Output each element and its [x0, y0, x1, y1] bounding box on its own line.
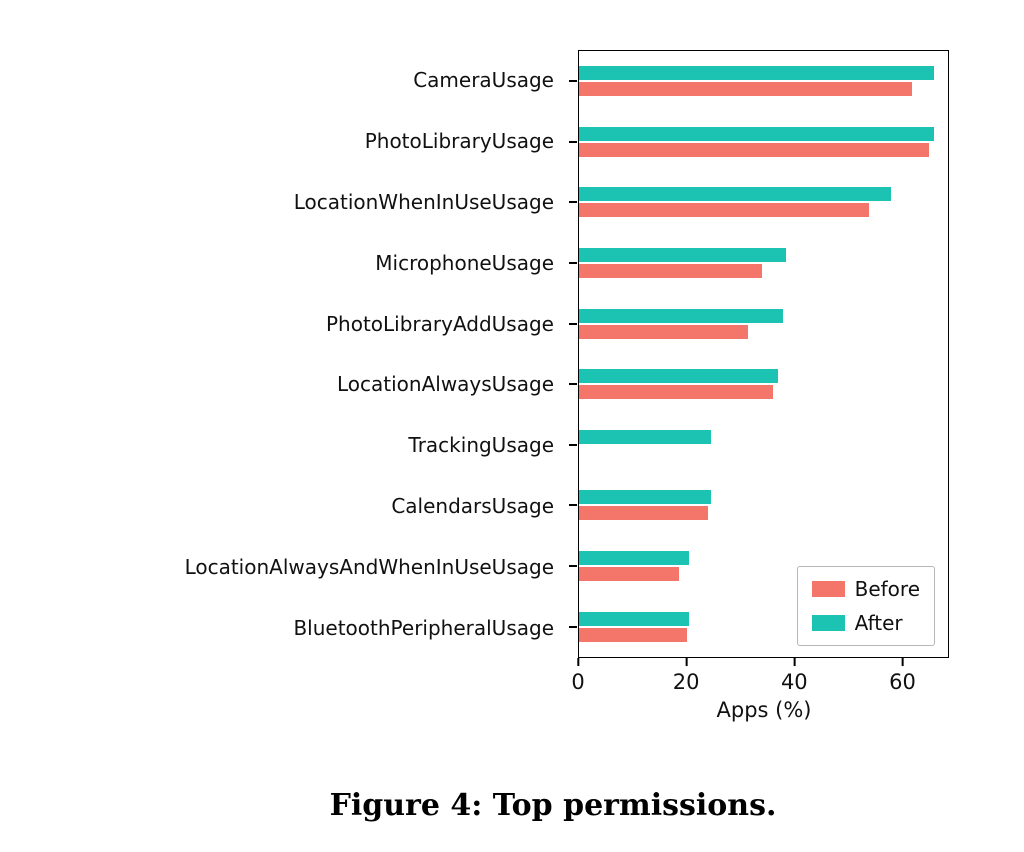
bar-before: [579, 82, 913, 97]
plot-area: [578, 50, 949, 658]
y-category-label: LocationAlwaysAndWhenInUseUsage: [184, 554, 554, 579]
legend-label-after: After: [854, 611, 903, 635]
bar-group: [579, 172, 948, 233]
after-color-swatch: [811, 615, 845, 631]
x-tick-label: 40: [780, 670, 808, 694]
bar-before: [579, 324, 749, 339]
bar-after: [579, 551, 690, 566]
x-tick-label: 0: [571, 670, 585, 694]
bar-before: [579, 142, 929, 157]
bar-after: [579, 248, 787, 263]
bar-after: [579, 126, 934, 141]
y-category-label: CalendarsUsage: [391, 493, 554, 518]
y-category-label: PhotoLibraryUsage: [364, 129, 554, 154]
bar-group: [579, 475, 948, 536]
bar-after: [579, 308, 784, 323]
x-axis-ticks: 0 20 40 60: [571, 658, 949, 698]
before-color-swatch: [811, 581, 845, 597]
legend-entry-after: After: [811, 611, 920, 635]
bar-after: [579, 369, 779, 384]
bar-before: [579, 567, 679, 582]
x-tick: 20: [673, 658, 700, 694]
figure-caption: Figure 4: Top permissions.: [329, 788, 777, 823]
bar-group: [579, 233, 948, 294]
legend-label-before: Before: [854, 577, 920, 601]
bar-after: [579, 611, 690, 626]
bar-before: [579, 627, 687, 642]
bar-group: [579, 112, 948, 173]
bar-group: [579, 51, 948, 112]
y-category-label: PhotoLibraryAddUsage: [325, 311, 554, 336]
plot-wrap: Before After: [578, 50, 949, 658]
bar-group: [579, 415, 948, 476]
y-category-label: LocationAlwaysUsage: [336, 372, 554, 397]
bar-before: [579, 264, 762, 279]
bar-group: [579, 354, 948, 415]
x-axis-label: Apps (%): [716, 698, 812, 722]
x-tick-label: 60: [889, 670, 916, 694]
bar-after: [579, 187, 891, 202]
bar-before: [579, 385, 773, 400]
bar-after: [579, 66, 934, 81]
x-tick: 60: [889, 658, 916, 694]
y-category-label: BluetoothPeripheralUsage: [293, 615, 554, 640]
bar-after: [579, 490, 711, 505]
y-axis-category-labels: CameraUsage PhotoLibraryUsage LocationWhen…: [0, 50, 566, 658]
x-tick-label: 20: [672, 670, 700, 694]
legend-entry-before: Before: [811, 577, 920, 601]
bar-group: [579, 596, 948, 657]
y-category-label: MicrophoneUsage: [375, 250, 554, 275]
y-category-label: TrackingUsage: [408, 433, 554, 458]
bar-before: [579, 506, 709, 521]
bar-after: [579, 429, 711, 444]
legend: Before After: [796, 566, 935, 646]
bar-group: [579, 536, 948, 597]
x-tick: 40: [781, 658, 808, 694]
x-tick-mark: [577, 658, 579, 666]
y-category-label: CameraUsage: [413, 68, 554, 93]
bar-before: [579, 203, 870, 218]
x-tick-mark: [793, 658, 796, 666]
x-tick-mark: [685, 658, 688, 666]
x-tick-mark: [901, 658, 904, 666]
x-tick: 0: [571, 658, 585, 694]
y-category-label: LocationWhenInUseUsage: [293, 189, 554, 214]
bar-group: [579, 293, 948, 354]
